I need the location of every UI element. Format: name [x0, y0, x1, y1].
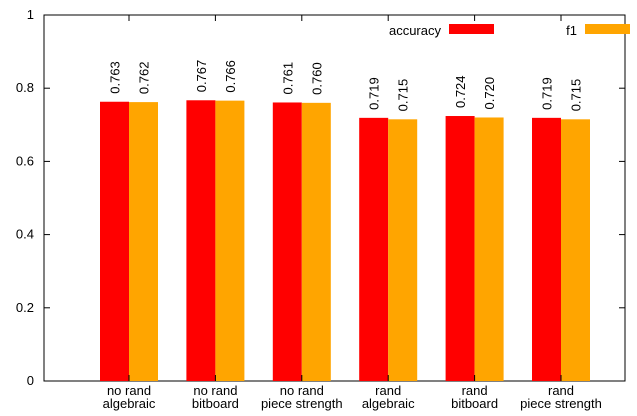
bar-f1	[129, 102, 158, 381]
data-label: 0.724	[453, 75, 468, 108]
bar-accuracy	[100, 101, 129, 381]
y-tick-label: 1	[27, 7, 34, 22]
y-tick-label: 0.2	[16, 300, 34, 315]
y-tick-label: 0.4	[16, 227, 34, 242]
bar-f1	[301, 102, 331, 381]
x-tick-label: bitboard	[451, 396, 498, 411]
data-label: 0.720	[482, 77, 497, 110]
bar-accuracy	[272, 102, 302, 381]
data-label: 0.719	[367, 77, 382, 110]
bar-f1	[388, 119, 418, 381]
y-tick-label: 0.8	[16, 80, 34, 95]
data-label: 0.766	[223, 60, 238, 93]
y-tick-label: 0	[27, 373, 34, 388]
x-tick-label: piece strength	[520, 396, 602, 411]
data-label: 0.760	[309, 62, 324, 95]
y-axis: 0 0.2 0.4 0.6 0.8 1	[16, 7, 625, 388]
data-label: 0.715	[396, 79, 411, 112]
x-tick-label: algebraic	[362, 396, 415, 411]
bar-accuracy	[532, 117, 561, 381]
data-label: 0.763	[108, 61, 123, 94]
bar-accuracy	[359, 117, 389, 381]
data-label: 0.767	[194, 60, 209, 93]
x-tick-label: no rand	[280, 383, 324, 398]
legend-swatch	[449, 24, 494, 34]
legend-label: f1	[566, 23, 577, 38]
legend-swatch	[585, 24, 630, 34]
legend-label: accuracy	[389, 23, 442, 38]
data-label: 0.715	[569, 79, 584, 112]
y-tick-label: 0.6	[16, 153, 34, 168]
x-tick-label: no rand	[193, 383, 237, 398]
x-tick-label: rand	[462, 383, 488, 398]
legend: accuracy f1	[389, 23, 630, 38]
x-tick-label: no rand	[107, 383, 151, 398]
data-label: 0.719	[540, 77, 555, 110]
data-label: 0.762	[137, 62, 152, 95]
data-label: 0.761	[280, 62, 295, 95]
x-tick-label: piece strength	[261, 396, 343, 411]
bar-f1	[474, 117, 504, 381]
x-tick-label: rand	[375, 383, 401, 398]
x-tick-label: rand	[548, 383, 574, 398]
bar-series	[100, 100, 590, 382]
x-tick-label: algebraic	[103, 396, 156, 411]
x-tick-label: bitboard	[192, 396, 239, 411]
bar-f1	[215, 100, 245, 382]
bar-f1	[561, 119, 590, 381]
bar-accuracy	[445, 116, 475, 382]
data-labels: 0.763 0.762 0.767 0.766 0.761 0.760 0.719 0.715…	[108, 60, 584, 112]
bar-accuracy	[186, 100, 216, 381]
plot-frame	[43, 14, 626, 382]
